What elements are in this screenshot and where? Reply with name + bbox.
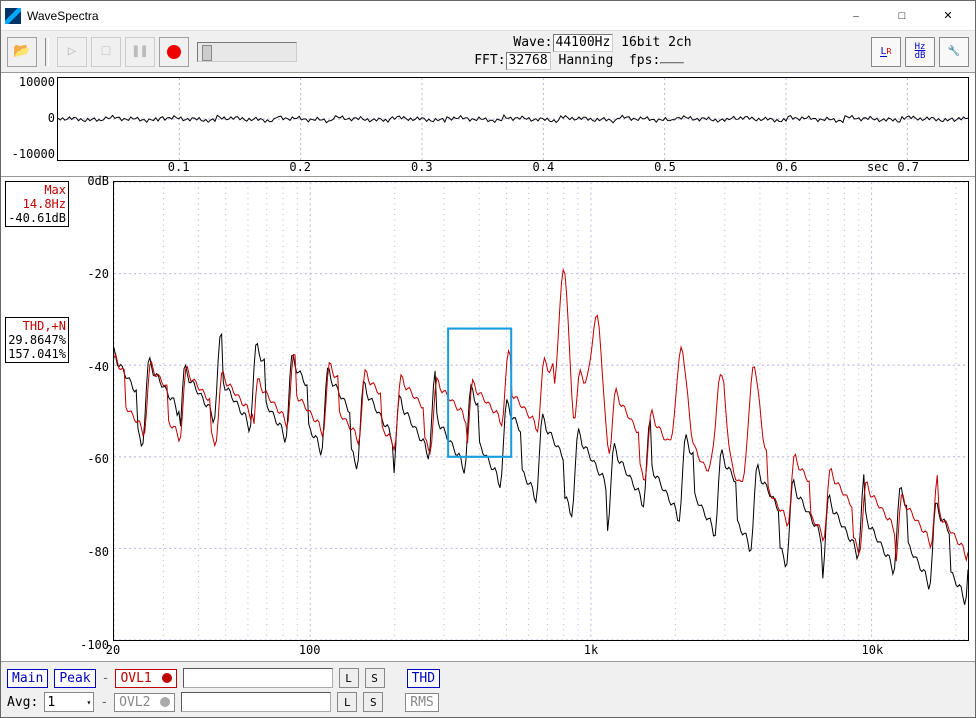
wave-xtick: 0.1 <box>168 160 190 174</box>
bottom-bar: Main Peak - OVL1 L S THD Avg: 1▾ - OVL2 … <box>1 661 975 717</box>
main-button[interactable]: Main <box>7 669 48 688</box>
thd-val2: 157.041% <box>8 347 66 361</box>
rms-button[interactable]: RMS <box>405 693 438 712</box>
ovl2-readout <box>181 692 331 712</box>
max-freq: 14.8Hz <box>23 197 66 211</box>
dash: - <box>100 695 108 710</box>
app-icon <box>5 8 21 24</box>
position-slider[interactable] <box>197 42 297 62</box>
fft-window: Hanning <box>559 53 614 68</box>
hzdb-icon[interactable]: HzdB <box>905 37 935 67</box>
wave-fmt: 16bit 2ch <box>621 35 691 50</box>
ovl1-button[interactable]: OVL1 <box>115 669 176 688</box>
toolbar-right-icons: LR HzdB 🔧 <box>871 37 969 67</box>
maximize-button[interactable]: □ <box>879 2 925 30</box>
fft-label: FFT: <box>474 53 505 68</box>
avg-label: Avg: <box>7 695 38 710</box>
settings-icon[interactable]: 🔧 <box>939 37 969 67</box>
fps-field <box>660 62 684 64</box>
waveform-plot[interactable] <box>57 77 969 161</box>
titlebar-buttons: – □ ✕ <box>833 2 971 30</box>
waveform-panel: 10000 0 -10000 0.1 0.2 0.3 0.4 0.5 0.6 0.7 sec <box>1 73 975 177</box>
spec-ytick: -40 <box>87 360 109 374</box>
lr-icon[interactable]: LR <box>871 37 901 67</box>
spectrum-plot[interactable] <box>113 181 969 641</box>
dash: - <box>102 671 110 686</box>
thd-readout: THD,+N 29.8647% 157.041% <box>5 317 69 363</box>
wave-xtick: 0.5 <box>654 160 676 174</box>
measurement-sidebar: Max 14.8Hz -40.61dB THD,+N 29.8647% 157.… <box>1 177 77 661</box>
wave-ytick: -10000 <box>12 147 55 161</box>
wave-sr: 44100Hz <box>553 34 614 52</box>
app-window: WaveSpectra – □ ✕ 📂 ▷ □ ❚❚ Wave:44100Hz … <box>0 0 976 718</box>
stop-button[interactable]: □ <box>91 37 121 67</box>
wave-xtick: 0.6 <box>776 160 798 174</box>
avg-select[interactable]: 1▾ <box>44 692 94 712</box>
wave-ytick: 10000 <box>19 75 55 89</box>
bottom-row-2: Avg: 1▾ - OVL2 L S RMS <box>7 690 969 714</box>
toolbar-divider <box>45 38 49 66</box>
spec-ytick: -60 <box>87 452 109 466</box>
record-button[interactable] <box>159 37 189 67</box>
peak-button[interactable]: Peak <box>54 669 95 688</box>
window-title: WaveSpectra <box>27 9 833 23</box>
spec-ytick: -80 <box>87 545 109 559</box>
pause-button[interactable]: ❚❚ <box>125 37 155 67</box>
spec-ytick: -100 <box>80 638 109 652</box>
toolbar: 📂 ▷ □ ❚❚ Wave:44100Hz 16bit 2ch FFT:3276… <box>1 31 975 73</box>
wave-x-axis: 0.1 0.2 0.3 0.4 0.5 0.6 0.7 sec <box>57 160 969 176</box>
max-label: Max <box>44 183 66 197</box>
spec-xtick: 1k <box>584 643 598 657</box>
minimize-button[interactable]: – <box>833 2 879 30</box>
ovl1-readout <box>183 668 333 688</box>
spec-x-axis: 201001k10k <box>113 643 969 659</box>
wave-xtick: 0.2 <box>289 160 311 174</box>
wave-xtick: 0.7 <box>897 160 919 174</box>
wave-xtick: 0.4 <box>533 160 555 174</box>
spec-ytick: -20 <box>87 267 109 281</box>
l-button-1[interactable]: L <box>339 668 359 688</box>
s-button-2[interactable]: S <box>363 692 383 712</box>
bottom-row-1: Main Peak - OVL1 L S THD <box>7 666 969 690</box>
wave-y-axis: 10000 0 -10000 <box>1 73 57 167</box>
wave-ytick: 0 <box>48 111 55 125</box>
spec-xtick: 100 <box>299 643 321 657</box>
wave-label: Wave: <box>513 35 552 50</box>
spec-y-axis: 0dB-20-40-60-80-100 <box>77 177 113 641</box>
open-button[interactable]: 📂 <box>7 37 37 67</box>
spec-xtick: 10k <box>862 643 884 657</box>
wave-xunit: sec <box>867 160 889 174</box>
wave-xtick: 0.3 <box>411 160 433 174</box>
s-button-1[interactable]: S <box>365 668 385 688</box>
l-button-2[interactable]: L <box>337 692 357 712</box>
thd-button[interactable]: THD <box>407 669 440 688</box>
thd-val: 29.8647% <box>8 333 66 347</box>
close-button[interactable]: ✕ <box>925 2 971 30</box>
thd-label: THD,+N <box>23 319 66 333</box>
max-readout: Max 14.8Hz -40.61dB <box>5 181 69 227</box>
max-db: -40.61dB <box>8 211 66 225</box>
ovl2-button[interactable]: OVL2 <box>114 693 175 712</box>
fft-size[interactable]: 32768 <box>506 52 551 70</box>
spectrum-panel: Max 14.8Hz -40.61dB THD,+N 29.8647% 157.… <box>1 177 975 661</box>
fps-label: fps: <box>629 53 660 68</box>
spec-xtick: 20 <box>106 643 120 657</box>
spec-ytick: 0dB <box>87 174 109 188</box>
play-button[interactable]: ▷ <box>57 37 87 67</box>
